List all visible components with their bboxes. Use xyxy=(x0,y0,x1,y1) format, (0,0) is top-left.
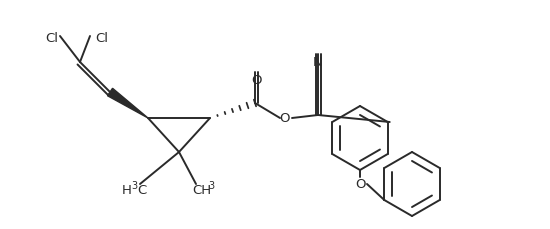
Text: O: O xyxy=(280,112,290,125)
Text: C: C xyxy=(137,183,146,196)
Text: CH: CH xyxy=(192,183,211,196)
Text: 3: 3 xyxy=(208,181,214,191)
Text: N: N xyxy=(313,55,323,68)
Text: 3: 3 xyxy=(131,181,137,191)
Text: Cl: Cl xyxy=(96,32,108,44)
Text: O: O xyxy=(355,177,365,191)
Text: O: O xyxy=(251,74,261,87)
Polygon shape xyxy=(107,88,148,118)
Text: Cl: Cl xyxy=(46,32,58,44)
Text: H: H xyxy=(122,183,132,196)
